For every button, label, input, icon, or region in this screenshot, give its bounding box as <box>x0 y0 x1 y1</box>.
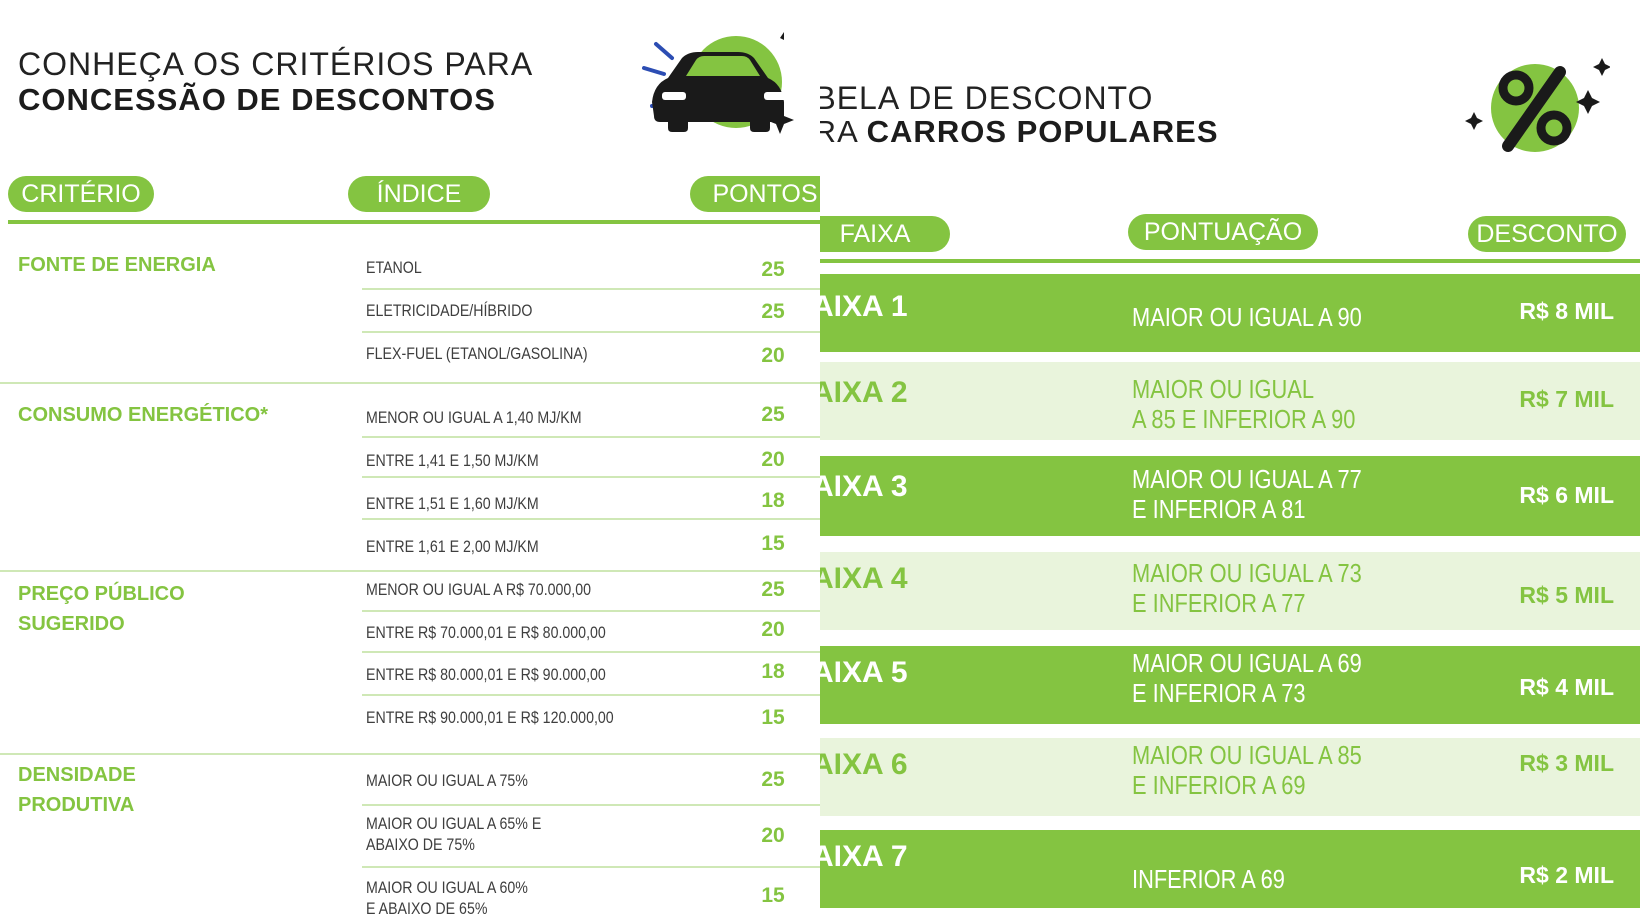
band-discount: R$ 4 MIL <box>1519 674 1614 700</box>
criteria-panel: CONHEÇA OS CRITÉRIOS PARA CONCESSÃO DE D… <box>0 30 820 918</box>
row-separator <box>362 331 820 333</box>
index-cell: FLEX-FUEL (ETANOL/GASOLINA) <box>366 345 588 363</box>
band-discount: R$ 8 MIL <box>1519 298 1614 324</box>
header-rule <box>8 220 820 224</box>
discount-title-line2-bold: CARROS POPULARES <box>866 114 1219 149</box>
index-cell: ENTRE R$ 80.000,01 E R$ 90.000,00 <box>366 666 606 684</box>
band-row: AIXA 2 MAIOR OU IGUAL A 85 E INFERIOR A … <box>820 362 1640 440</box>
index-cell: ENTRE R$ 70.000,01 E R$ 80.000,00 <box>366 624 606 642</box>
index-cell: ENTRE R$ 90.000,01 E R$ 120.000,00 <box>366 709 614 727</box>
band-discount: R$ 5 MIL <box>1519 582 1614 608</box>
row-separator <box>362 518 820 520</box>
criteria-label-densidade-produtiva: DENSIDADE PRODUTIVA <box>18 764 136 816</box>
band-name: AIXA 1 <box>820 290 908 323</box>
points-cell: 25 <box>761 578 785 601</box>
points-cell: 15 <box>761 532 785 555</box>
band-score: MAIOR OU IGUAL A 85 E INFERIOR A 90 <box>1132 374 1356 434</box>
points-cell: 20 <box>761 448 785 471</box>
band-name: AIXA 7 <box>820 840 908 873</box>
points-cell: 15 <box>761 706 785 729</box>
row-separator <box>362 651 820 653</box>
index-cell: MAIOR OU IGUAL A 65% E ABAIXO DE 75% <box>366 815 542 854</box>
row-separator <box>362 436 820 438</box>
band-name: AIXA 2 <box>820 376 908 409</box>
band-discount: R$ 6 MIL <box>1519 482 1614 508</box>
points-cell: 25 <box>761 768 785 791</box>
group-separator <box>0 753 820 755</box>
points-cell: 18 <box>761 660 785 683</box>
group-separator <box>0 382 820 384</box>
points-cell: 15 <box>761 884 785 907</box>
band-score: INFERIOR A 69 <box>1132 864 1285 894</box>
group-separator <box>0 570 820 572</box>
points-cell: 18 <box>761 489 785 512</box>
row-separator <box>362 610 820 612</box>
points-cell: 20 <box>761 344 785 367</box>
header-indice: ÍNDICE <box>348 176 490 212</box>
index-cell: MENOR OU IGUAL A R$ 70.000,00 <box>366 581 592 599</box>
points-cell: 20 <box>761 618 785 641</box>
points-cell: 25 <box>761 258 785 281</box>
criteria-label-preco-publico: PREÇO PÚBLICO SUGERIDO <box>18 583 185 635</box>
band-name: AIXA 4 <box>820 562 908 595</box>
band-row: AIXA 1 MAIOR OU IGUAL A 90 R$ 8 MIL <box>820 274 1640 352</box>
band-name: AIXA 5 <box>820 656 908 689</box>
discount-title-line2: ARA CARROS POPULARES <box>820 114 1219 150</box>
band-name: AIXA 6 <box>820 748 908 781</box>
percent-icon <box>1460 50 1611 160</box>
index-cell: ETANOL <box>366 259 422 277</box>
row-separator <box>362 804 820 806</box>
criteria-label-fonte-energia: FONTE DE ENERGIA <box>18 254 216 276</box>
points-cell: 20 <box>761 824 785 847</box>
index-cell: MAIOR OU IGUAL A 75% <box>366 772 528 790</box>
band-score: MAIOR OU IGUAL A 85 E INFERIOR A 69 <box>1132 740 1362 800</box>
points-cell: 25 <box>761 300 785 323</box>
band-score: MAIOR OU IGUAL A 77 E INFERIOR A 81 <box>1132 464 1362 524</box>
band-row: AIXA 4 MAIOR OU IGUAL A 73 E INFERIOR A … <box>820 552 1640 630</box>
header-faixa: FAIXA <box>820 216 950 252</box>
band-row: AIXA 7 INFERIOR A 69 R$ 2 MIL <box>820 830 1640 908</box>
index-cell: ELETRICIDADE/HÍBRIDO <box>366 302 533 320</box>
band-discount: R$ 7 MIL <box>1519 386 1614 412</box>
band-score: MAIOR OU IGUAL A 69 E INFERIOR A 73 <box>1132 648 1362 708</box>
band-row: AIXA 3 MAIOR OU IGUAL A 77 E INFERIOR A … <box>820 456 1640 536</box>
band-score: MAIOR OU IGUAL A 90 <box>1132 302 1362 332</box>
row-separator <box>362 694 820 696</box>
criteria-label-consumo-energetico: CONSUMO ENERGÉTICO* <box>18 404 269 426</box>
discount-title-line2-light: ARA <box>820 114 858 149</box>
band-row: AIXA 6 MAIOR OU IGUAL A 85 E INFERIOR A … <box>820 738 1640 816</box>
index-cell: ENTRE 1,61 E 2,00 MJ/KM <box>366 538 539 556</box>
header-criterio: CRITÉRIO <box>8 176 154 212</box>
band-score: MAIOR OU IGUAL A 73 E INFERIOR A 77 <box>1132 558 1362 618</box>
index-cell: ENTRE 1,51 E 1,60 MJ/KM <box>366 495 539 513</box>
header-rule <box>820 259 1640 263</box>
band-discount: R$ 3 MIL <box>1519 750 1614 776</box>
header-pontos: PONTOS <box>690 176 820 212</box>
header-pontuacao: PONTUAÇÃO <box>1128 214 1318 250</box>
discount-title-line1: ABELA DE DESCONTO <box>820 80 1154 116</box>
row-separator <box>362 288 820 290</box>
row-separator <box>362 866 820 868</box>
car-icon <box>640 30 820 140</box>
band-discount: R$ 2 MIL <box>1519 862 1614 888</box>
criteria-title-line1: CONHEÇA OS CRITÉRIOS PARA <box>18 46 534 82</box>
band-name: AIXA 3 <box>820 470 908 503</box>
band-row: AIXA 5 MAIOR OU IGUAL A 69 E INFERIOR A … <box>820 646 1640 724</box>
discount-table-panel: ABELA DE DESCONTO ARA CARROS POPULARES F… <box>820 0 1640 924</box>
row-separator <box>362 476 820 478</box>
index-cell: MENOR OU IGUAL A 1,40 MJ/KM <box>366 409 582 427</box>
criteria-title-line2: CONCESSÃO DE DESCONTOS <box>18 82 496 117</box>
index-cell: ENTRE 1,41 E 1,50 MJ/KM <box>366 452 539 470</box>
points-cell: 25 <box>761 403 785 426</box>
header-desconto: DESCONTO <box>1468 216 1626 252</box>
index-cell: MAIOR OU IGUAL A 60% E ABAIXO DE 65% <box>366 879 528 918</box>
